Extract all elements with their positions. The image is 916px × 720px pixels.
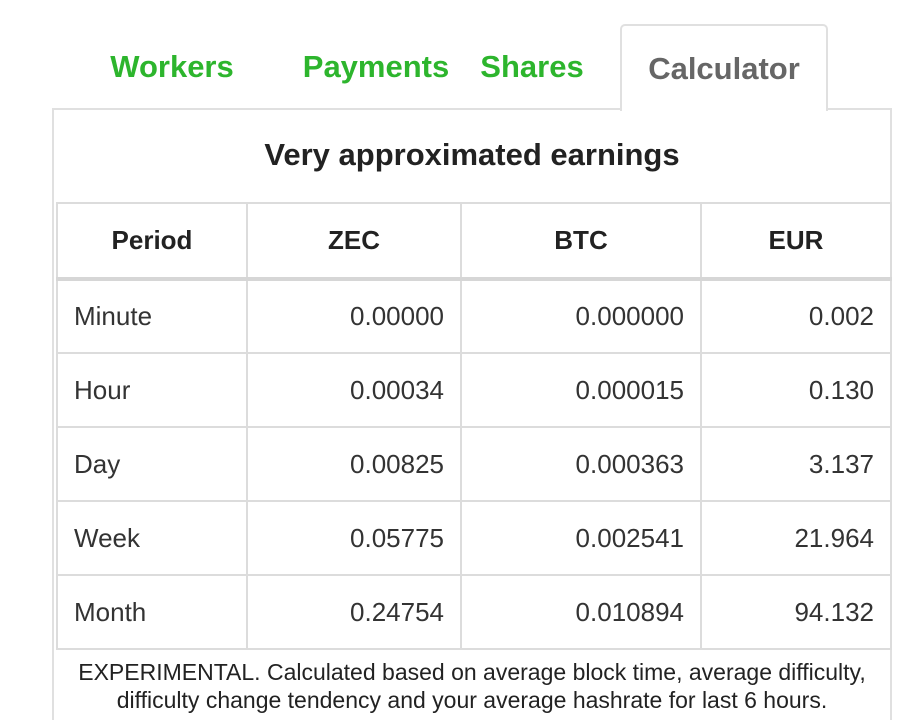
btc-cell: 0.000015 [460, 352, 702, 428]
tab-bar: Workers Payments Shares Calculator [52, 24, 892, 111]
btc-cell: 0.000000 [460, 278, 702, 354]
tab-calculator[interactable]: Calculator [620, 24, 828, 111]
zec-cell: 0.05775 [246, 500, 462, 576]
tab-shares[interactable]: Shares [480, 49, 584, 84]
tab-payments[interactable]: Payments [302, 49, 450, 84]
note-line-2: difficulty change tendency and your aver… [116, 687, 828, 713]
zec-cell: 0.24754 [246, 574, 462, 650]
period-cell: Month [56, 574, 248, 650]
btc-cell: 0.010894 [460, 574, 702, 650]
eur-cell: 0.002 [700, 278, 892, 354]
table-row: Day 0.00825 0.000363 3.137 [56, 426, 892, 502]
eur-cell: 21.964 [700, 500, 892, 576]
period-cell: Week [56, 500, 248, 576]
column-header-zec: ZEC [246, 202, 462, 281]
btc-cell: 0.002541 [460, 500, 702, 576]
period-cell: Minute [56, 278, 248, 354]
zec-cell: 0.00000 [246, 278, 462, 354]
period-cell: Hour [56, 352, 248, 428]
zec-cell: 0.00825 [246, 426, 462, 502]
table-header-row: Period ZEC BTC EUR [56, 202, 892, 281]
tab-workers[interactable]: Workers [110, 49, 234, 84]
table-row: Minute 0.00000 0.000000 0.002 [56, 278, 892, 354]
zec-cell: 0.00034 [246, 352, 462, 428]
eur-cell: 94.132 [700, 574, 892, 650]
column-header-eur: EUR [700, 202, 892, 281]
experimental-note: EXPERIMENTAL. Calculated based on averag… [54, 658, 890, 714]
period-cell: Day [56, 426, 248, 502]
note-line-1: EXPERIMENTAL. Calculated based on averag… [78, 659, 866, 685]
eur-cell: 3.137 [700, 426, 892, 502]
column-header-period: Period [56, 202, 248, 281]
btc-cell: 0.000363 [460, 426, 702, 502]
column-header-btc: BTC [460, 202, 702, 281]
eur-cell: 0.130 [700, 352, 892, 428]
table-row: Hour 0.00034 0.000015 0.130 [56, 352, 892, 428]
calculator-panel: Very approximated earnings Period ZEC BT… [52, 108, 892, 720]
panel-title: Very approximated earnings [264, 137, 680, 172]
table-row: Week 0.05775 0.002541 21.964 [56, 500, 892, 576]
earnings-table: Period ZEC BTC EUR Minute 0.00000 0.0000… [56, 202, 892, 650]
table-row: Month 0.24754 0.010894 94.132 [56, 574, 892, 650]
